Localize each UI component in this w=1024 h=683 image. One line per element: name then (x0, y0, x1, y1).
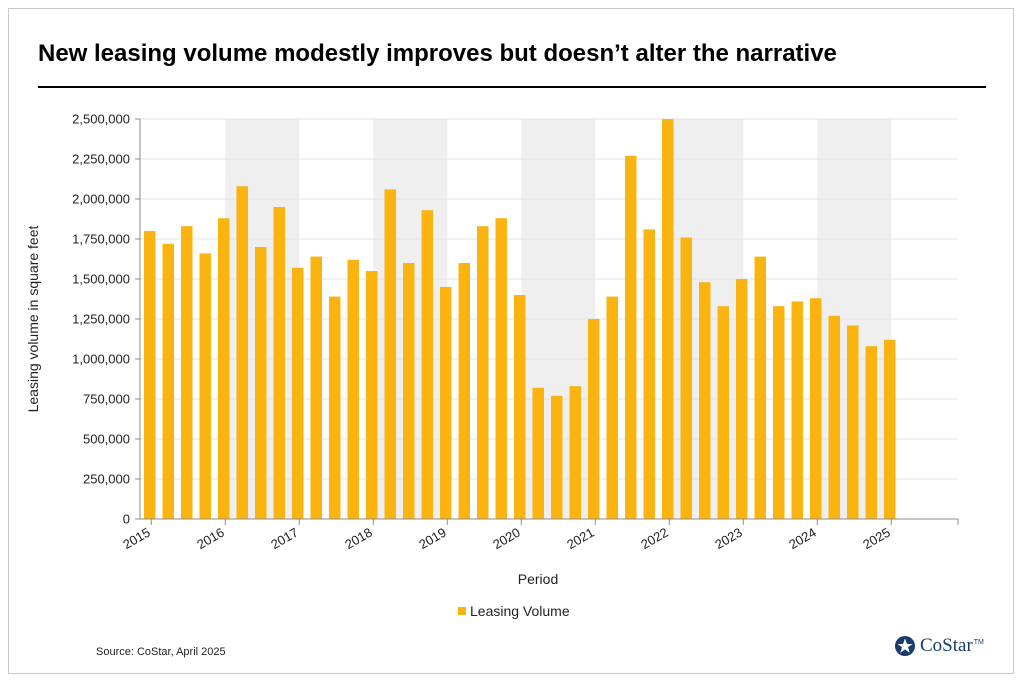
bar-2021-Q1 (588, 319, 600, 519)
y-tick-label-9: 2,250,000 (72, 152, 130, 167)
y-axis-label: Leasing volume in square feet (25, 226, 41, 413)
x-axis-label: Period (518, 571, 558, 587)
x-tick-label-2016: 2016 (194, 525, 227, 552)
x-tick-label-2017: 2017 (268, 525, 301, 552)
y-tick-label-5: 1,250,000 (72, 312, 130, 327)
y-tick-labels: 0 250,000 500,000 750,000 1,000,000 1,250,000… (72, 112, 130, 527)
logo-trademark: TM (973, 638, 984, 646)
y-tick-label-10: 2,500,000 (72, 112, 130, 127)
bar-2015-Q3 (181, 226, 193, 519)
bar-2021-Q2 (606, 296, 618, 519)
bar-2015-Q4 (199, 253, 211, 519)
x-tick-label-2025: 2025 (860, 525, 893, 552)
axes (135, 118, 959, 525)
legend-label: Leasing Volume (470, 603, 570, 619)
bar-2020-Q4 (569, 386, 581, 519)
source-note: Source: CoStar, April 2025 (96, 646, 226, 658)
bar-2016-Q2 (236, 186, 248, 519)
bar-2024-Q2 (828, 315, 840, 519)
page-title: New leasing volume modestly improves but… (38, 40, 837, 67)
bar-2024-Q3 (847, 325, 859, 519)
x-tick-label-2021: 2021 (564, 525, 597, 552)
x-tick-label-2020: 2020 (490, 525, 523, 552)
bar-2019-Q3 (477, 226, 489, 519)
bar-2015-Q1 (144, 231, 156, 519)
y-tick-label-6: 1,500,000 (72, 272, 130, 287)
bar-2016-Q4 (273, 207, 285, 519)
y-tick-label-2: 500,000 (83, 432, 130, 447)
bar-2016-Q1 (218, 218, 230, 519)
logo-wordmark: CoStar (920, 635, 973, 656)
title-divider (38, 86, 986, 88)
x-tick-label-2015: 2015 (120, 525, 153, 552)
y-tick-label-4: 1,000,000 (72, 352, 130, 367)
x-tick-label-2019: 2019 (416, 525, 449, 552)
x-tick-labels: 2015 2016 2017 2018 2019 2020 2021 2022 2023 2024… (120, 525, 893, 552)
bar-2022-Q4 (717, 306, 729, 519)
bar-2025-Q1 (884, 339, 896, 519)
legend-swatch (458, 607, 466, 615)
bar-2022-Q1 (662, 119, 674, 519)
bar-2017-Q2 (310, 256, 322, 519)
y-tick-label-0: 0 (123, 512, 130, 527)
bar-2023-Q3 (773, 306, 785, 519)
costar-logo: CoStar TM (894, 633, 984, 659)
y-tick-label-1: 250,000 (83, 472, 130, 487)
bar-2019-Q4 (495, 218, 507, 519)
bar-2018-Q2 (384, 189, 396, 519)
star-icon (895, 636, 915, 656)
bar-2020-Q3 (551, 395, 563, 519)
bar-2022-Q2 (680, 237, 692, 519)
bar-2018-Q1 (366, 271, 378, 519)
bar-2022-Q3 (699, 282, 711, 519)
bar-2019-Q2 (458, 263, 470, 519)
bar-2020-Q1 (514, 295, 526, 519)
bar-2023-Q2 (754, 256, 766, 519)
bar-2024-Q1 (810, 298, 822, 519)
x-tick-label-2023: 2023 (712, 525, 745, 552)
y-tick-label-3: 750,000 (83, 392, 130, 407)
bar-2021-Q4 (643, 229, 655, 519)
bar-2018-Q4 (421, 210, 433, 519)
bar-2017-Q1 (292, 267, 304, 519)
bar-2023-Q4 (791, 301, 803, 519)
legend: Leasing Volume (458, 603, 570, 619)
bar-2018-Q3 (403, 263, 415, 519)
x-tick-label-2024: 2024 (786, 525, 819, 552)
bar-2021-Q3 (625, 155, 637, 520)
x-tick-label-2022: 2022 (638, 525, 671, 552)
y-tick-label-7: 1,750,000 (72, 232, 130, 247)
bar-2016-Q3 (255, 247, 267, 519)
x-tick-label-2018: 2018 (342, 525, 375, 552)
bar-2019-Q1 (440, 287, 452, 519)
bars (144, 119, 896, 520)
y-tick-label-8: 2,000,000 (72, 192, 130, 207)
bar-2020-Q2 (532, 387, 544, 519)
bar-2015-Q2 (162, 243, 174, 520)
bar-2024-Q4 (865, 346, 877, 519)
bar-2023-Q1 (736, 279, 748, 519)
bar-2017-Q3 (329, 296, 341, 519)
bar-2017-Q4 (347, 259, 359, 519)
